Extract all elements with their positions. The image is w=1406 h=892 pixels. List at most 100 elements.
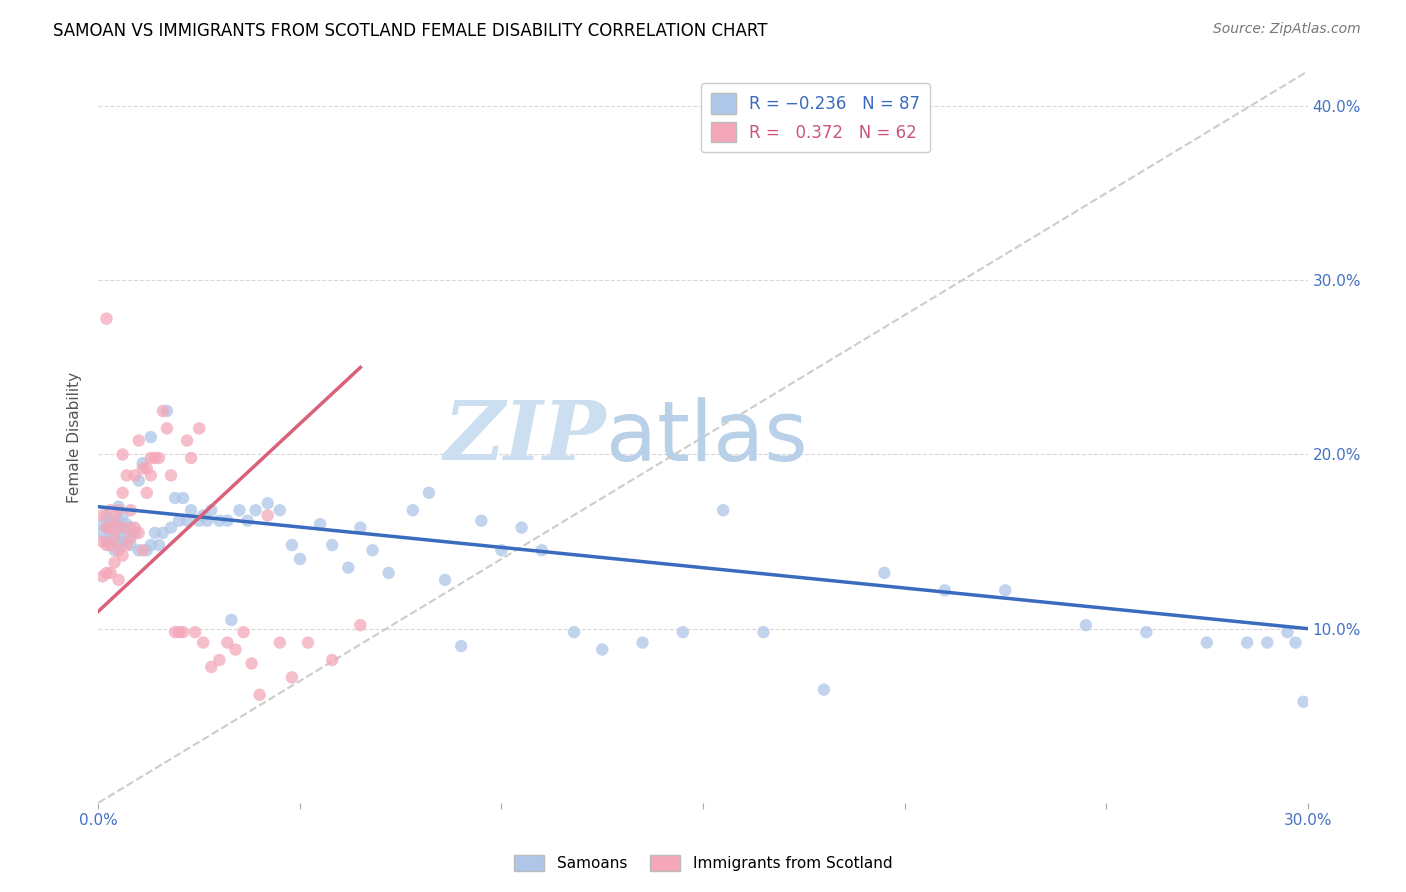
Point xyxy=(124,521,146,535)
Point xyxy=(530,543,553,558)
Point xyxy=(1256,635,1278,649)
Point xyxy=(124,468,146,483)
Point xyxy=(172,625,194,640)
Text: SAMOAN VS IMMIGRANTS FROM SCOTLAND FEMALE DISABILITY CORRELATION CHART: SAMOAN VS IMMIGRANTS FROM SCOTLAND FEMAL… xyxy=(53,22,768,40)
Point xyxy=(96,566,118,580)
Point xyxy=(115,468,138,483)
Point xyxy=(156,421,179,435)
Point xyxy=(160,521,183,535)
Point xyxy=(1074,618,1097,632)
Point xyxy=(139,450,162,465)
Point xyxy=(228,503,250,517)
Point xyxy=(100,514,122,528)
Point xyxy=(100,521,122,535)
Point xyxy=(100,503,122,517)
Point xyxy=(107,525,129,540)
Point xyxy=(128,525,150,540)
Point xyxy=(934,583,956,598)
Point xyxy=(470,514,492,528)
Point xyxy=(1277,625,1299,640)
Point xyxy=(256,496,278,510)
Point xyxy=(111,508,134,523)
Point xyxy=(115,517,138,532)
Point xyxy=(180,503,202,517)
Point xyxy=(96,534,118,549)
Point xyxy=(873,566,896,580)
Point xyxy=(124,525,146,540)
Point xyxy=(135,485,157,500)
Legend: Samoans, Immigrants from Scotland: Samoans, Immigrants from Scotland xyxy=(508,849,898,877)
Point xyxy=(813,682,835,697)
Point xyxy=(562,625,585,640)
Point xyxy=(107,538,129,552)
Point xyxy=(107,573,129,587)
Point xyxy=(100,525,122,540)
Text: Source: ZipAtlas.com: Source: ZipAtlas.com xyxy=(1213,22,1361,37)
Point xyxy=(184,625,207,640)
Point xyxy=(188,514,211,528)
Point xyxy=(221,613,243,627)
Point xyxy=(103,543,125,558)
Point xyxy=(337,560,360,574)
Point xyxy=(349,618,371,632)
Point xyxy=(176,514,198,528)
Point xyxy=(135,543,157,558)
Point xyxy=(711,503,734,517)
Point xyxy=(115,538,138,552)
Point xyxy=(195,514,218,528)
Point xyxy=(208,653,231,667)
Point xyxy=(111,549,134,563)
Point xyxy=(224,642,246,657)
Point xyxy=(491,543,513,558)
Point xyxy=(143,525,166,540)
Point xyxy=(269,503,291,517)
Point xyxy=(160,468,183,483)
Point xyxy=(128,474,150,488)
Point xyxy=(361,543,384,558)
Point xyxy=(163,491,186,505)
Point xyxy=(111,448,134,462)
Point xyxy=(1284,635,1306,649)
Point xyxy=(120,531,142,545)
Point xyxy=(135,461,157,475)
Point xyxy=(139,468,162,483)
Point xyxy=(591,642,613,657)
Point xyxy=(115,531,138,545)
Point xyxy=(269,635,291,649)
Point xyxy=(100,566,122,580)
Point xyxy=(143,450,166,465)
Point xyxy=(188,421,211,435)
Point xyxy=(103,556,125,570)
Point xyxy=(200,660,222,674)
Point xyxy=(249,688,271,702)
Point xyxy=(91,517,114,532)
Point xyxy=(193,508,215,523)
Point xyxy=(281,670,304,684)
Point xyxy=(1135,625,1157,640)
Point xyxy=(103,514,125,528)
Point xyxy=(217,635,239,649)
Point xyxy=(132,461,155,475)
Point xyxy=(321,538,343,552)
Point xyxy=(176,434,198,448)
Point xyxy=(100,538,122,552)
Point xyxy=(139,538,162,552)
Point xyxy=(91,508,114,523)
Point xyxy=(96,521,118,535)
Point xyxy=(156,404,179,418)
Point xyxy=(1236,635,1258,649)
Point xyxy=(148,538,170,552)
Point xyxy=(193,635,215,649)
Point xyxy=(167,625,190,640)
Point xyxy=(631,635,654,649)
Point xyxy=(111,521,134,535)
Point xyxy=(256,508,278,523)
Point xyxy=(139,430,162,444)
Point xyxy=(128,434,150,448)
Point xyxy=(148,450,170,465)
Point xyxy=(128,543,150,558)
Point xyxy=(96,538,118,552)
Point xyxy=(103,531,125,545)
Point xyxy=(752,625,775,640)
Text: ZIP: ZIP xyxy=(444,397,606,477)
